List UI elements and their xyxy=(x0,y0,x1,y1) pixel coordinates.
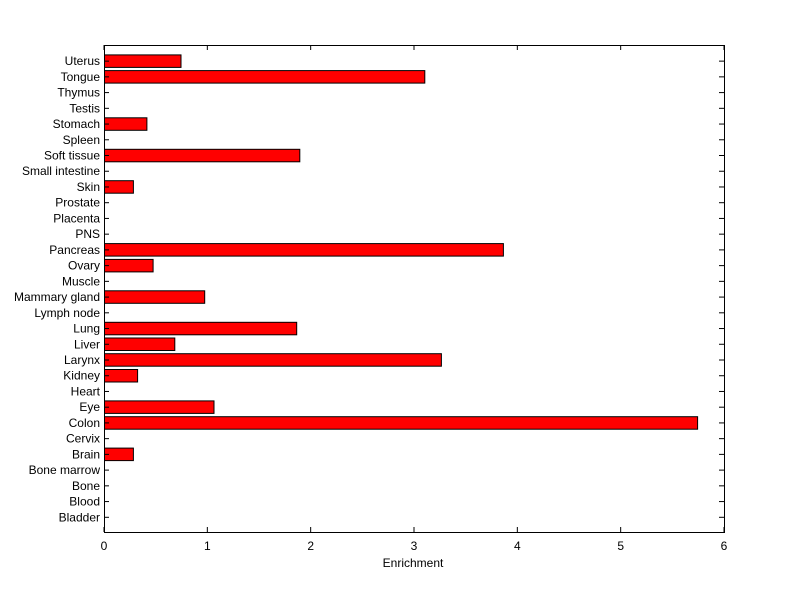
y-tick-label: Kidney xyxy=(63,369,100,383)
bar-ovary xyxy=(104,258,154,273)
y-tick-label: Muscle xyxy=(62,274,100,288)
y-tick-label: Thymus xyxy=(57,86,100,100)
bar-colon xyxy=(104,416,699,430)
bar-larynx xyxy=(104,353,442,367)
y-tick-label: Bone marrow xyxy=(29,463,101,477)
y-tick-label: Spleen xyxy=(63,133,100,147)
x-tick-labels: 0 1 2 3 4 5 6 xyxy=(101,539,728,553)
y-tick-label: Cervix xyxy=(66,432,100,446)
bar-pancreas xyxy=(104,243,504,257)
y-tick-label: Ovary xyxy=(68,259,100,273)
bar-soft-tissue xyxy=(104,148,301,163)
y-tick-label: Prostate xyxy=(55,196,100,210)
y-tick-label: Testis xyxy=(69,101,100,115)
y-tick-label: Soft tissue xyxy=(44,149,100,163)
y-tick-label: Placenta xyxy=(53,211,100,225)
x-tick-label: 1 xyxy=(204,539,211,553)
x-tick-label: 2 xyxy=(307,539,314,553)
x-tick-label: 4 xyxy=(514,539,521,553)
x-tick-label: 0 xyxy=(101,539,108,553)
x-tick-label: 6 xyxy=(721,539,728,553)
ticks-group xyxy=(103,45,725,532)
y-tick-label: Tongue xyxy=(61,70,101,84)
bar-uterus xyxy=(104,54,182,68)
bars-group xyxy=(104,54,699,462)
x-axis-label: Enrichment xyxy=(383,556,444,570)
y-tick-label: Small intestine xyxy=(22,164,100,178)
y-tick-label: Pancreas xyxy=(49,243,100,257)
y-tick-label: PNS xyxy=(75,227,100,241)
y-tick-label: Mammary gland xyxy=(14,290,100,304)
y-tick-label: Colon xyxy=(69,416,100,430)
plot-frame xyxy=(104,45,725,533)
bar-tongue xyxy=(104,70,426,84)
bar-lung xyxy=(104,321,298,336)
bar-kidney xyxy=(104,369,139,383)
y-tick-label: Lymph node xyxy=(34,306,100,320)
y-tick-label: Uterus xyxy=(65,54,100,68)
y-tick-label: Stomach xyxy=(53,117,100,131)
x-tick-label: 5 xyxy=(617,539,624,553)
y-tick-label: Blood xyxy=(69,495,100,509)
y-tick-label: Larynx xyxy=(64,353,100,367)
x-tick-label: 3 xyxy=(411,539,418,553)
y-tick-label: Bone xyxy=(72,479,100,493)
bar-liver xyxy=(104,337,176,351)
bar-mammary-gland xyxy=(104,290,206,304)
y-tick-label: Bladder xyxy=(59,510,100,524)
bar-stomach xyxy=(104,117,148,131)
y-tick-label: Lung xyxy=(73,322,100,336)
y-tick-label: Brain xyxy=(72,447,100,461)
y-tick-label: Eye xyxy=(79,400,100,414)
y-tick-label: Skin xyxy=(77,180,100,194)
y-tick-label: Heart xyxy=(71,384,101,398)
bar-eye xyxy=(104,400,215,414)
y-tick-label: Liver xyxy=(74,337,100,351)
